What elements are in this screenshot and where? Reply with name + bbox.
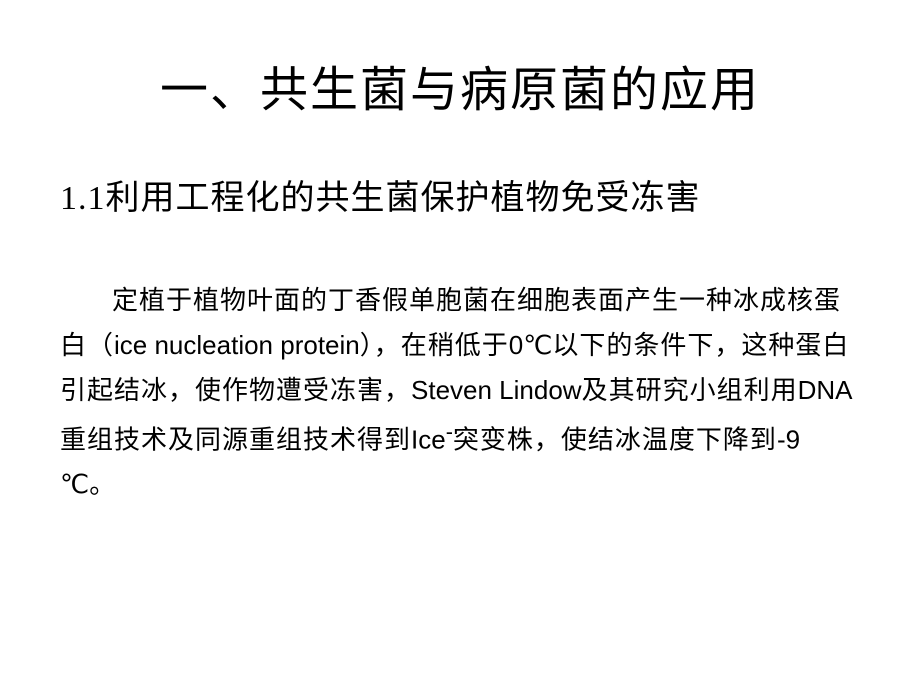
text-segment-english: DNA — [798, 375, 853, 405]
superscript: - — [446, 419, 453, 444]
slide-title: 一、共生菌与病原菌的应用 — [60, 50, 860, 120]
body-paragraph: 定植于植物叶面的丁香假单胞菌在细胞表面产生一种冰成核蛋白（ice nucleat… — [60, 279, 860, 508]
text-segment: 。 — [89, 470, 116, 499]
text-segment: 重组技术及同源重组技术得到 — [60, 425, 411, 454]
text-segment: 及其研究小组利用 — [582, 376, 798, 405]
text-segment-english: 0℃ — [509, 330, 553, 360]
section-heading: 1.1利用工程化的共生菌保护植物免受冻害 — [60, 170, 860, 219]
text-segment-english: Steven Lindow — [411, 375, 582, 405]
text-segment: ），在稍低于 — [360, 331, 509, 360]
text-segment-english: ice nucleation protein — [114, 330, 360, 360]
text-segment: 突变株，使结冰温度下降到 — [453, 425, 777, 454]
text-segment-english: Ice — [411, 424, 446, 454]
